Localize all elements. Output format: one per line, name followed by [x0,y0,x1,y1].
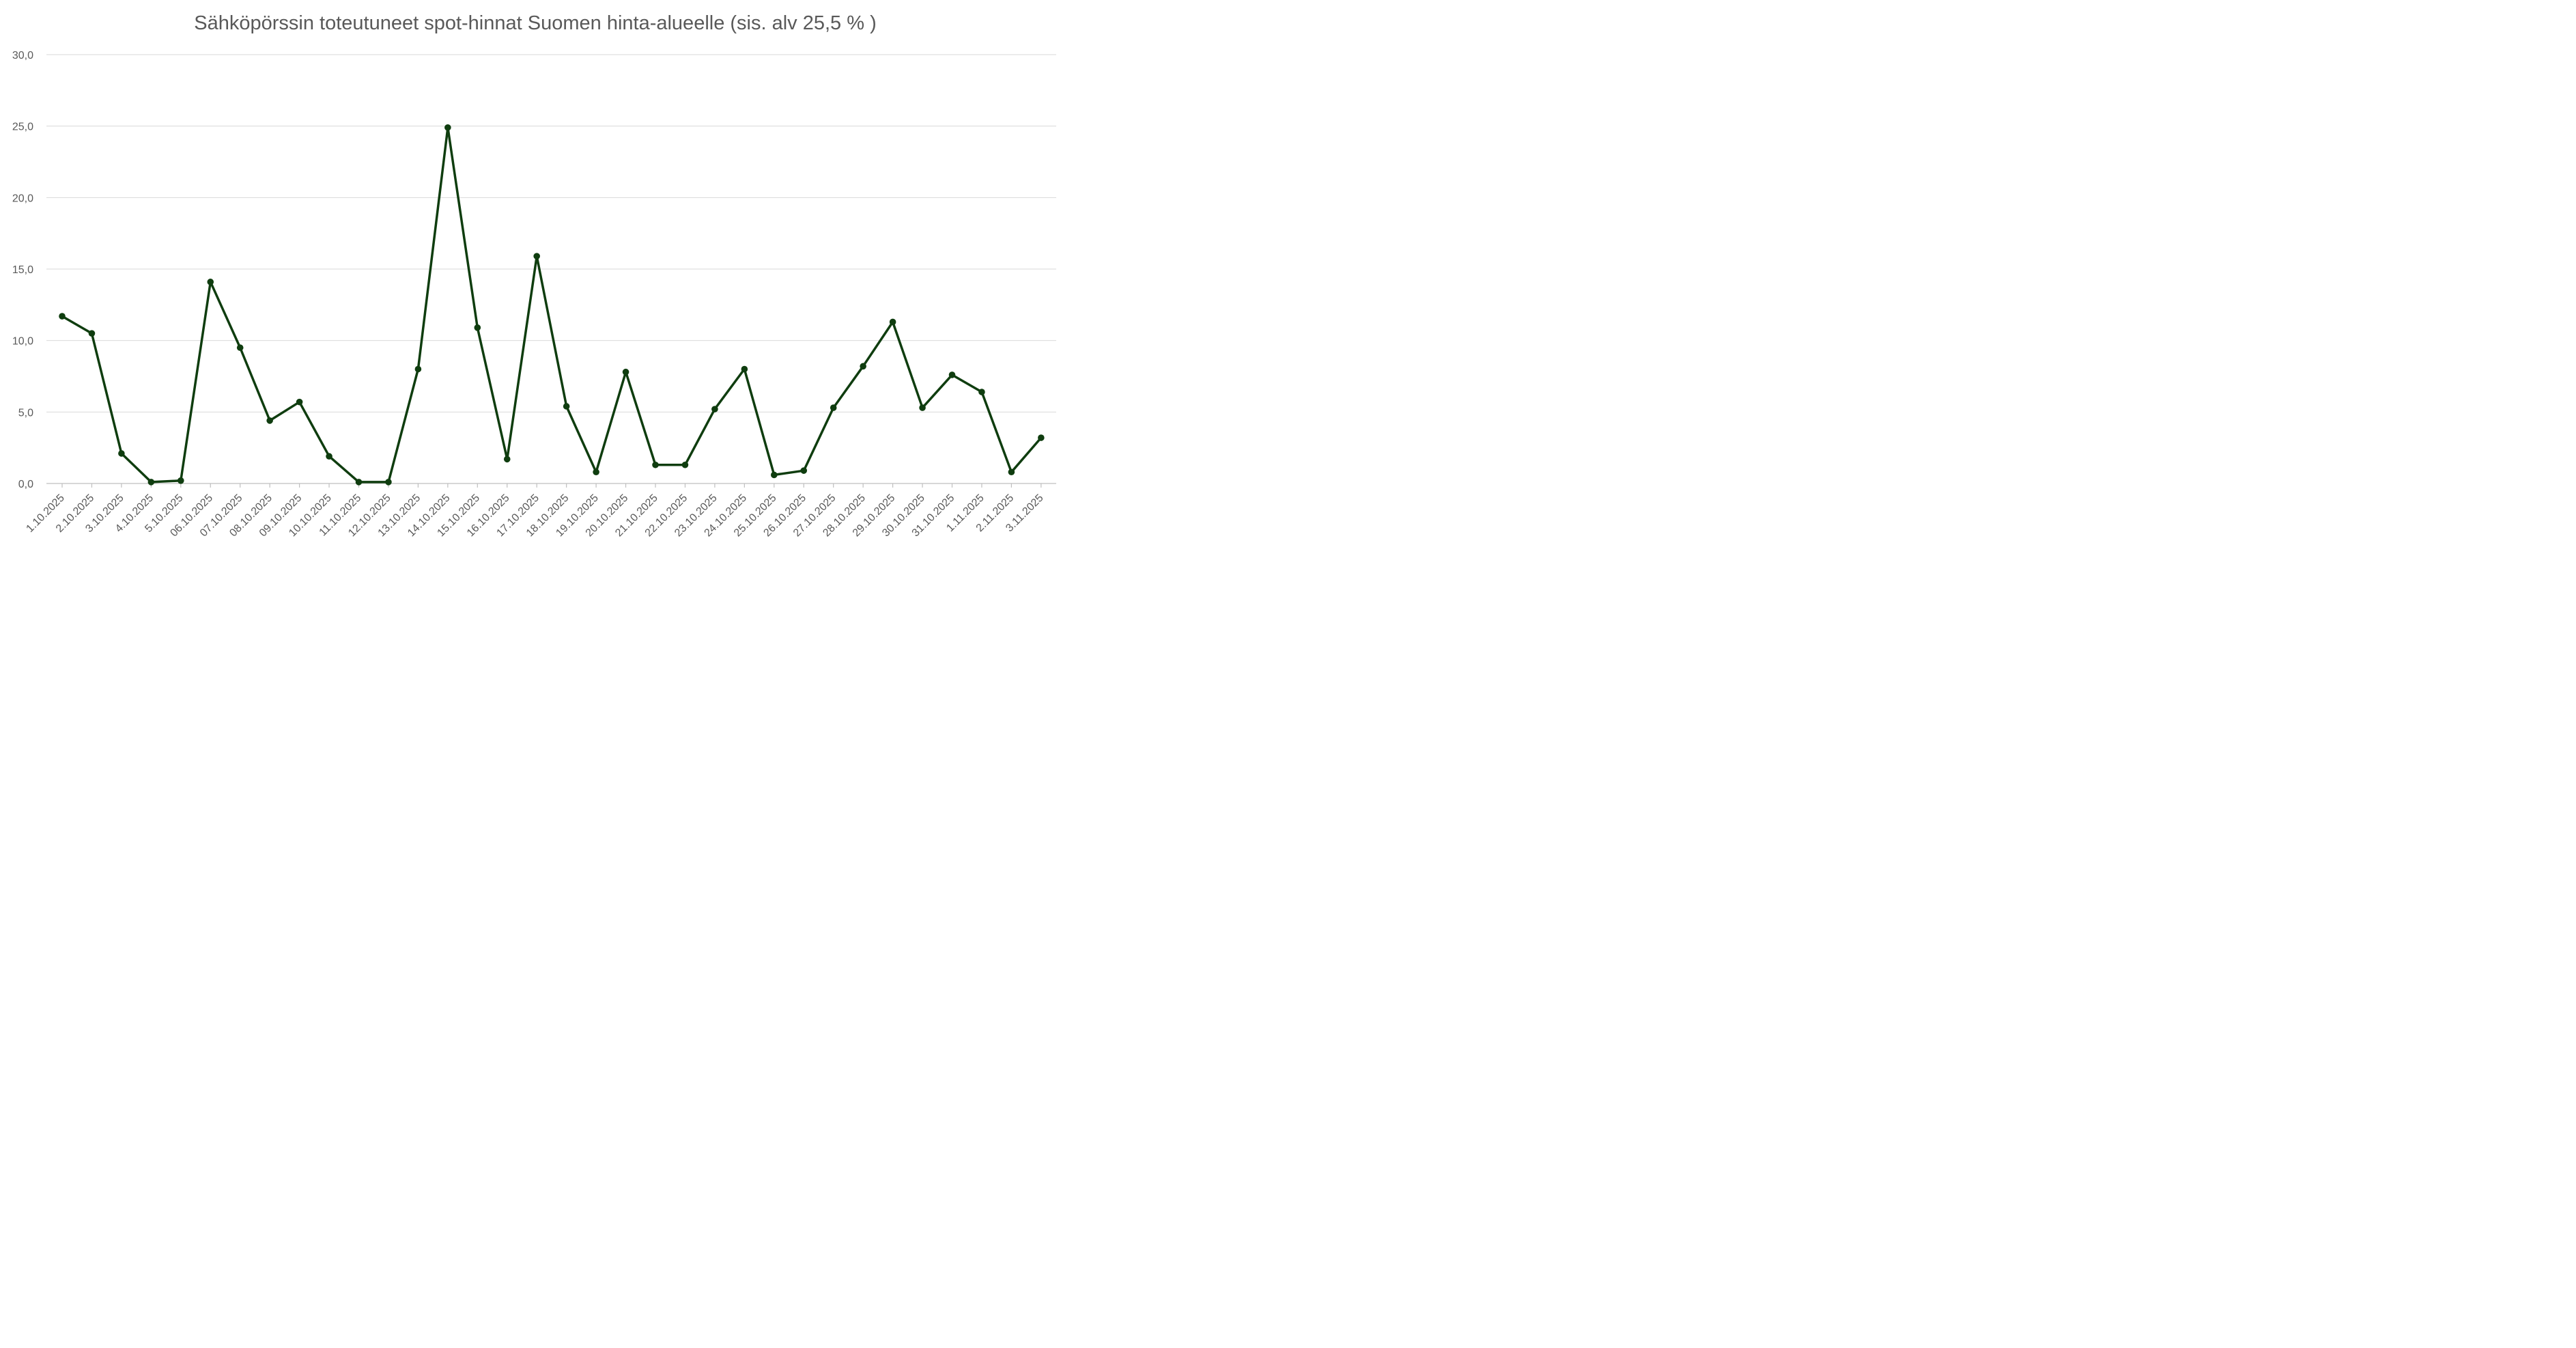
data-point [1008,468,1015,476]
data-point [385,479,392,486]
data-point [622,368,629,376]
y-tick-label: 20,0 [12,193,33,204]
data-point [771,471,778,479]
data-point [178,477,184,484]
chart-title: Sähköpörssin toteutuneet spot-hinnat Suo… [194,12,877,34]
line-chart: 0,0 5,0 10,0 15,0 20,0 25,0 30,0 1.10.20252.10… [12,50,1056,539]
y-tick-label: 0,0 [18,479,33,490]
data-point [355,479,363,486]
data-point [88,330,96,337]
y-tick-label: 5,0 [18,407,33,419]
gridlines [46,54,1056,484]
data-point [593,468,599,476]
y-tick-label: 10,0 [12,336,33,348]
data-point [978,389,985,395]
data-point [652,461,659,468]
data-point [681,461,689,468]
data-point [741,365,748,373]
data-point [474,324,481,331]
data-point [444,124,451,131]
y-tick-label: 15,0 [12,264,33,276]
series-layer [59,124,1045,486]
data-point [118,450,125,457]
data-point [800,467,808,474]
data-point [207,279,214,285]
data-point [236,344,244,351]
data-point [889,318,896,326]
y-tick-label: 30,0 [12,50,33,61]
data-point [919,404,926,411]
y-axis-ticks: 0,0 5,0 10,0 15,0 20,0 25,0 30,0 [12,50,33,490]
data-point [948,371,956,378]
series-line [61,126,1043,483]
data-point [830,404,837,411]
data-point [503,455,511,463]
data-point [326,453,332,460]
data-point [296,398,303,406]
data-point [414,365,422,373]
data-point [59,313,66,320]
data-point [147,479,155,486]
data-point [860,363,866,370]
x-axis-ticks: 1.10.20252.10.20253.10.20254.10.20255.10… [24,483,1046,539]
y-tick-label: 25,0 [12,122,33,133]
data-point [711,406,718,412]
data-point [533,253,540,259]
data-point [563,403,570,410]
data-point [1038,434,1045,441]
data-point [266,417,273,424]
